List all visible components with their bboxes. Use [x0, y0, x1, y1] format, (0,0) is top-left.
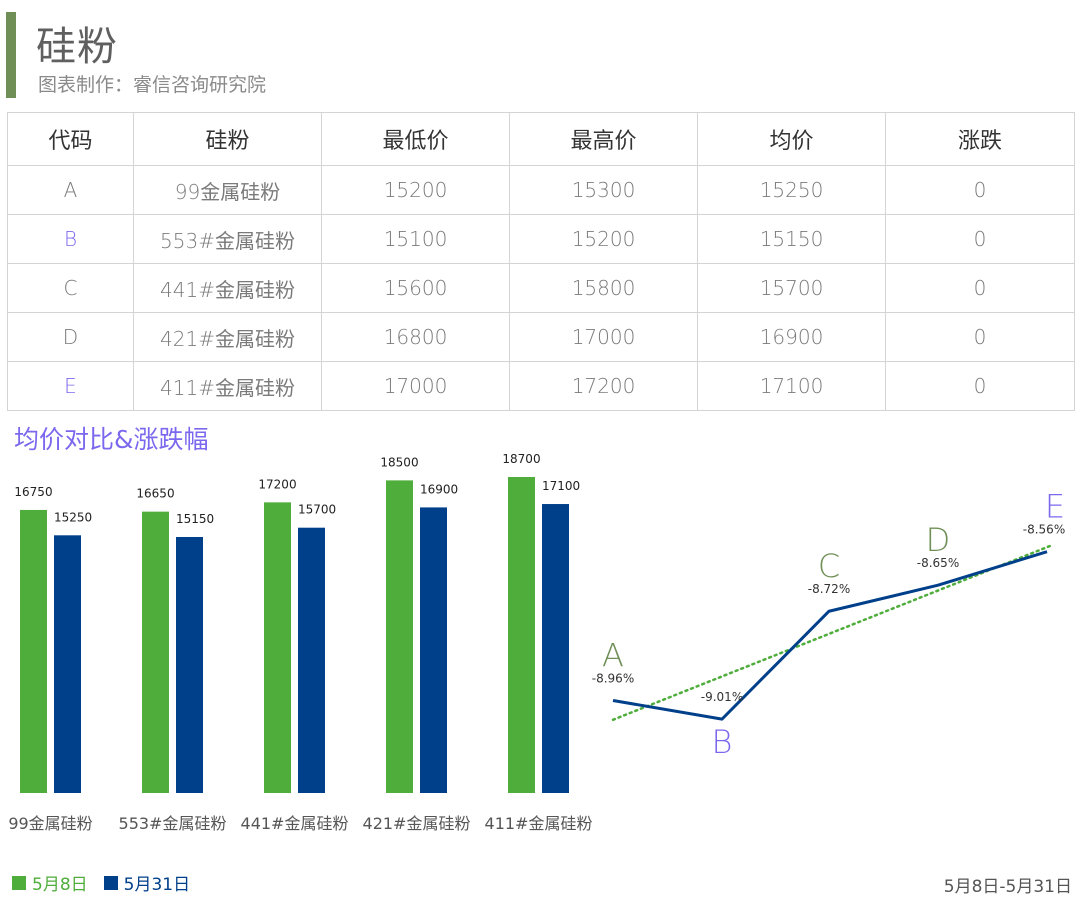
table-cell-code: C — [7, 263, 134, 313]
table-header-cell: 涨跌 — [885, 112, 1075, 166]
line-chart: -8.96%A -9.01% B -8.72%C -8.65%D -8.56%E — [592, 488, 1065, 761]
trendline — [611, 544, 1052, 722]
point-letter-label: B — [712, 723, 733, 761]
bar-value-label: 16900 — [420, 482, 458, 496]
table-header-cell: 硅粉 — [133, 112, 322, 166]
chart-legend: 5月8日 5月31日 — [12, 870, 206, 895]
point-letter-label: D — [926, 521, 951, 559]
table-header-cell: 均价 — [697, 112, 886, 166]
table-cell-low: 15200 — [321, 165, 510, 215]
table-cell-change: 0 — [885, 214, 1075, 264]
table-cell-low: 15100 — [321, 214, 510, 264]
chart-section-title: 均价对比&涨跌幅 — [14, 425, 209, 454]
point-pct-label: -8.72% — [808, 582, 850, 596]
point-pct-label: -8.56% — [1023, 523, 1065, 537]
legend-item: 5月8日 — [12, 870, 88, 895]
title-accent-bar — [6, 12, 16, 98]
table-cell-change: 0 — [885, 165, 1075, 215]
bar-may31 — [542, 504, 569, 793]
table-header-cell: 代码 — [7, 112, 134, 166]
bar-may8 — [264, 502, 291, 793]
table-cell-avg: 15250 — [697, 165, 886, 215]
table-cell-product: 411#金属硅粉 — [133, 361, 322, 411]
bar-value-label: 16750 — [14, 485, 52, 499]
bar-may31 — [298, 527, 325, 793]
header: 硅粉 图表制作：睿信咨询研究院 — [0, 0, 1080, 105]
table-header-cell: 最低价 — [321, 112, 510, 166]
legend-swatch — [103, 875, 118, 890]
point-pct-label: -9.01% — [701, 690, 743, 704]
legend-item: 5月31日 — [103, 870, 191, 895]
bar-may8 — [386, 480, 413, 793]
table-cell-avg: 16900 — [697, 312, 886, 362]
table-cell-product: 99金属硅粉 — [133, 165, 322, 215]
legend-label: 5月8日 — [32, 875, 88, 895]
table-cell-change: 0 — [885, 312, 1075, 362]
bar-value-label: 16650 — [136, 487, 174, 501]
table-cell-high: 15300 — [509, 165, 698, 215]
table-cell-high: 15200 — [509, 214, 698, 264]
table-cell-product: 441#金属硅粉 — [133, 263, 322, 313]
table-cell-code: D — [7, 312, 134, 362]
table-cell-high: 15800 — [509, 263, 698, 313]
x-tick-label: 411#金属硅粉 — [485, 814, 593, 833]
bar-may31 — [420, 507, 447, 793]
table-row: A 99金属硅粉 15200 15300 15250 0 — [7, 165, 1075, 215]
legend-swatch — [12, 875, 26, 890]
bar-value-label: 18500 — [380, 455, 418, 469]
line-series — [612, 550, 1048, 721]
table-row: C 441#金属硅粉 15600 15800 15700 0 — [7, 263, 1075, 313]
bar-may31 — [176, 536, 203, 793]
point-letter-label: C — [818, 547, 840, 585]
table-header-row: 代码 硅粉 最低价 最高价 均价 涨跌 — [7, 112, 1075, 166]
bar-value-label: 18700 — [502, 452, 540, 466]
point-letter-label: E — [1045, 488, 1065, 526]
point-letter-label: A — [602, 637, 624, 675]
table-cell-avg: 17100 — [697, 361, 886, 411]
table-cell-avg: 15700 — [697, 263, 886, 313]
bar-may8 — [20, 509, 47, 793]
table-header-cell: 最高价 — [509, 112, 698, 166]
bar-chart: 167501525099金属硅粉1665015150553#金属硅粉172001… — [8, 452, 592, 833]
table-cell-high: 17000 — [509, 312, 698, 362]
table-cell-low: 15600 — [321, 263, 510, 313]
bar-value-label: 15700 — [298, 503, 336, 517]
table-cell-change: 0 — [885, 263, 1075, 313]
x-tick-label: 421#金属硅粉 — [363, 814, 471, 833]
chart-canvas: 167501525099金属硅粉1665015150553#金属硅粉172001… — [8, 452, 1065, 833]
page-title: 硅粉 — [36, 24, 118, 70]
bar-value-label: 15250 — [54, 510, 92, 524]
table-cell-code: A — [7, 165, 134, 215]
point-pct-label: -8.96% — [592, 672, 634, 686]
bar-value-label: 17200 — [258, 477, 296, 491]
table-cell-change: 0 — [885, 361, 1075, 411]
table-cell-product: 421#金属硅粉 — [133, 312, 322, 362]
table-row: D 421#金属硅粉 16800 17000 16900 0 — [7, 312, 1075, 362]
bar-value-label: 17100 — [542, 479, 580, 493]
bar-value-label: 15150 — [176, 512, 214, 526]
legend-label: 5月31日 — [123, 875, 191, 895]
price-table: 代码 硅粉 最低价 最高价 均价 涨跌 A 99金属硅粉 15200 15300… — [7, 112, 1075, 411]
date-range: 5月8日-5月31日 — [943, 877, 1072, 897]
bar-may8 — [142, 511, 169, 793]
table-cell-code: B — [7, 214, 134, 264]
point-pct-label: -8.65% — [917, 556, 959, 570]
table-cell-avg: 15150 — [697, 214, 886, 264]
x-tick-label: 441#金属硅粉 — [241, 814, 349, 833]
bar-may31 — [54, 535, 81, 793]
table-row: E 411#金属硅粉 17000 17200 17100 0 — [7, 361, 1075, 411]
table-cell-high: 17200 — [509, 361, 698, 411]
x-tick-label: 99金属硅粉 — [8, 814, 92, 833]
table-cell-code: E — [7, 361, 134, 411]
table-cell-low: 17000 — [321, 361, 510, 411]
bar-may8 — [508, 477, 535, 793]
table-row: B 553#金属硅粉 15100 15200 15150 0 — [7, 214, 1075, 264]
table-cell-low: 16800 — [321, 312, 510, 362]
page-subtitle: 图表制作：睿信咨询研究院 — [38, 74, 267, 96]
x-tick-label: 553#金属硅粉 — [119, 814, 227, 833]
table-cell-product: 553#金属硅粉 — [133, 214, 322, 264]
